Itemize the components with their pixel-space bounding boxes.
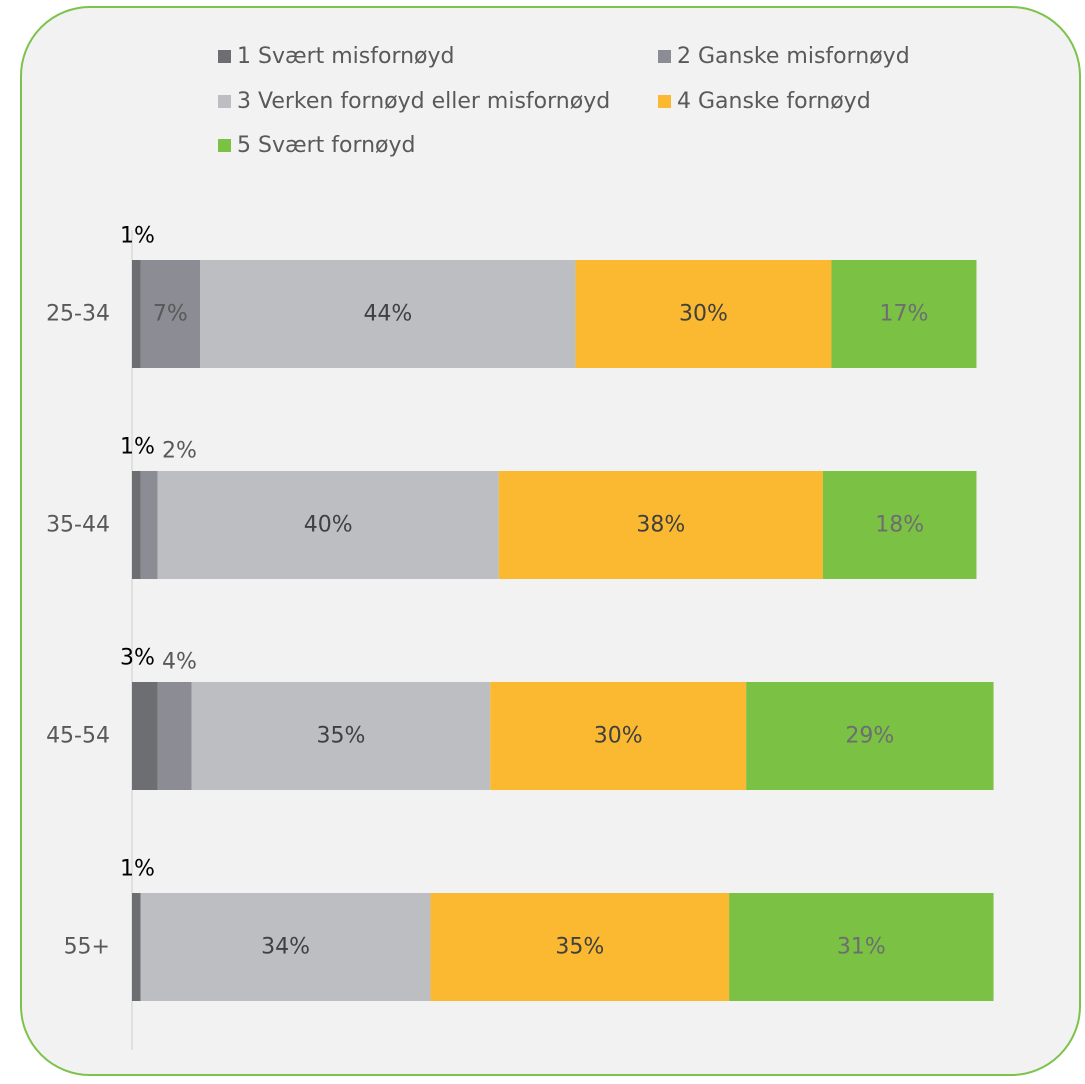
data-label: 38% — [636, 513, 685, 538]
data-label: 17% — [880, 302, 929, 327]
bar-segment — [200, 260, 576, 368]
legend-item: 1 Svært misfornøyd — [218, 42, 455, 70]
bar-segment — [430, 893, 730, 1001]
category-label: 55+ — [64, 935, 110, 960]
legend-item: 5 Svært fornøyd — [218, 131, 416, 159]
legend-item: 4 Ganske fornøyd — [658, 87, 871, 115]
bar-segment — [498, 471, 823, 579]
bar-segment — [132, 682, 158, 790]
legend-swatch — [658, 94, 671, 108]
data-label: 44% — [363, 302, 412, 327]
bar-segment — [140, 260, 201, 368]
category-label: 35-44 — [46, 513, 110, 538]
data-label: 2% — [162, 439, 197, 464]
data-label: 4% — [162, 650, 197, 675]
data-label: 1% — [120, 435, 155, 460]
bar-segment — [132, 471, 141, 579]
bar-segment — [191, 682, 491, 790]
data-label: 31% — [837, 935, 886, 960]
data-label: 30% — [679, 302, 728, 327]
data-label: 30% — [594, 724, 643, 749]
legend-label: 5 Svært fornøyd — [237, 132, 416, 158]
bar-segment — [157, 471, 499, 579]
bar-segment — [132, 893, 141, 1001]
legend-item: 3 Verken fornøyd eller misfornøyd — [218, 87, 610, 115]
category-label: 25-34 — [46, 302, 110, 327]
bar-segment — [831, 260, 977, 368]
legend-swatch — [218, 94, 231, 108]
legend-label: 3 Verken fornøyd eller misfornøyd — [237, 88, 611, 114]
bar-segment — [140, 471, 158, 579]
bar-segment — [490, 682, 747, 790]
data-label: 34% — [261, 935, 310, 960]
data-label: 7% — [153, 302, 188, 327]
bar-segment — [157, 682, 192, 790]
legend-label: 1 Svært misfornøyd — [237, 43, 455, 69]
data-label: 35% — [317, 724, 366, 749]
category-label: 45-54 — [46, 724, 110, 749]
bar-segment — [746, 682, 994, 790]
data-label: 18% — [875, 513, 924, 538]
data-label: 35% — [555, 935, 604, 960]
bar-segment — [132, 260, 141, 368]
data-label: 1% — [120, 857, 155, 882]
legend-label: 4 Ganske fornøyd — [677, 88, 871, 114]
legend-item: 2 Ganske misfornøyd — [658, 42, 910, 70]
legend-label: 2 Ganske misfornøyd — [677, 43, 910, 69]
bar-segment — [729, 893, 994, 1001]
data-label: 1% — [120, 224, 155, 249]
data-label: 3% — [120, 646, 155, 671]
bar-segment — [140, 893, 431, 1001]
bar-segment — [575, 260, 832, 368]
bar-segment — [822, 471, 977, 579]
data-label: 40% — [304, 513, 353, 538]
legend-swatch — [218, 138, 231, 152]
legend-swatch — [218, 49, 231, 63]
data-label: 29% — [845, 724, 894, 749]
legend-swatch — [658, 49, 671, 63]
